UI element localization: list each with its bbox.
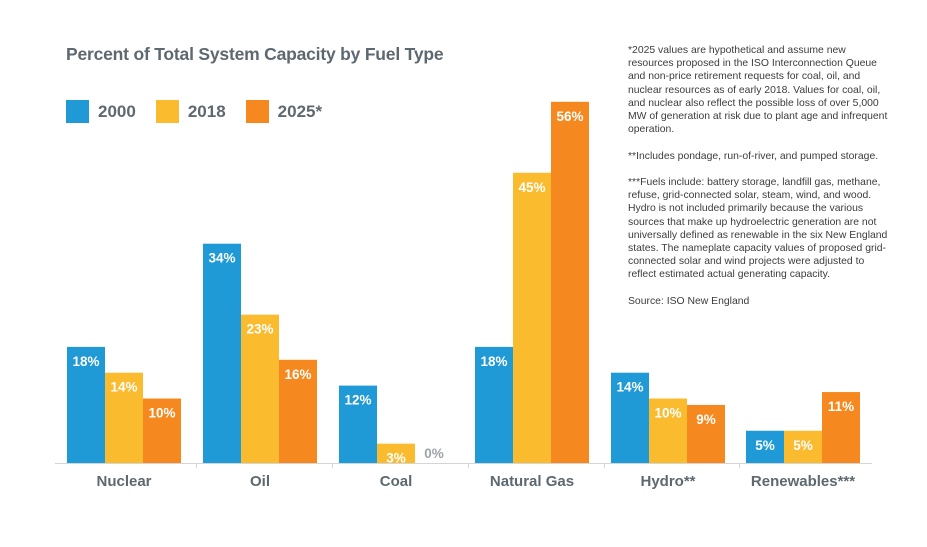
category-label-renewables: Renewables***	[751, 473, 855, 490]
bar-label-coal-2000: 12%	[344, 393, 371, 408]
bar-label-renewables-2000: 5%	[755, 438, 775, 453]
legend-label-2000: 2000	[98, 101, 136, 121]
legend-swatch-2018	[155, 100, 179, 123]
bar-oil-2000	[203, 243, 241, 463]
bar-label-nuclear-2018: 14%	[110, 380, 137, 395]
legend-swatch-2025	[245, 100, 269, 123]
bar-oil-2025	[279, 359, 317, 463]
bar-label-renewables-2018: 5%	[793, 438, 813, 453]
bar-oil-2018	[241, 314, 279, 463]
legend-label-2018: 2018	[187, 101, 226, 121]
bar-label-natural-gas-2025: 56%	[556, 109, 583, 124]
bar-label-natural-gas-2000: 18%	[480, 354, 507, 369]
bar-label-hydro-2025: 9%	[696, 412, 716, 427]
bar-label-oil-2025: 16%	[284, 367, 311, 382]
bar-nuclear-2018	[105, 372, 143, 463]
bar-label-renewables-2025: 11%	[828, 399, 854, 414]
bar-coal-2018	[377, 443, 415, 463]
chart-title: Percent of Total System Capacity by Fuel…	[66, 44, 444, 64]
footnote-renewables: ***Fuels include: battery storage, landf…	[628, 177, 888, 281]
bar-nuclear-2025	[143, 398, 181, 463]
bar-label-hydro-2000: 14%	[616, 380, 643, 395]
chart-footnotes: *2025 values are hypothetical and assume…	[628, 44, 890, 308]
legend-swatch-2000	[66, 100, 89, 123]
footnote-hydro: **Includes pondage, run-of-river, and pu…	[628, 150, 879, 162]
bar-renewables-2018	[784, 430, 822, 463]
bar-hydro-2018	[649, 398, 687, 463]
legend-label-2025: 2025*	[277, 101, 323, 121]
bar-natural-gas-2018	[513, 172, 551, 463]
legend-item-2025: 2025*	[245, 100, 323, 123]
bar-hydro-2000	[611, 372, 649, 463]
footnote-2025: *2025 values are hypothetical and assume…	[628, 45, 888, 136]
bar-label-coal-2018: 3%	[386, 451, 406, 466]
source-note: Source: ISO New England	[628, 295, 750, 307]
bar-renewables-2025	[822, 392, 860, 463]
chart-legend: 2000 2018 2025*	[66, 100, 342, 123]
bar-label-hydro-2018: 10%	[654, 406, 681, 421]
bar-nuclear-2000	[67, 346, 105, 463]
bar-label-nuclear-2000: 18%	[72, 354, 99, 369]
bar-label-oil-2018: 23%	[246, 322, 273, 337]
category-label-nuclear: Nuclear	[96, 473, 151, 490]
bar-label-natural-gas-2018: 45%	[518, 180, 545, 195]
bar-natural-gas-2000	[475, 346, 513, 463]
bar-label-nuclear-2025: 10%	[148, 406, 175, 421]
bar-renewables-2000	[746, 430, 784, 463]
category-label-natural-gas: Natural Gas	[490, 473, 574, 490]
legend-item-2018: 2018	[155, 100, 226, 123]
category-label-oil: Oil	[250, 473, 270, 490]
bar-label-oil-2000: 34%	[208, 251, 235, 266]
bar-label-coal-2025: 0%	[424, 446, 444, 461]
bar-coal-2000	[339, 385, 377, 463]
category-label-coal: Coal	[380, 473, 413, 490]
bar-natural-gas-2025	[551, 101, 589, 464]
category-label-hydro: Hydro**	[640, 473, 695, 490]
bar-hydro-2025	[687, 404, 725, 463]
legend-item-2000: 2000	[66, 100, 136, 123]
